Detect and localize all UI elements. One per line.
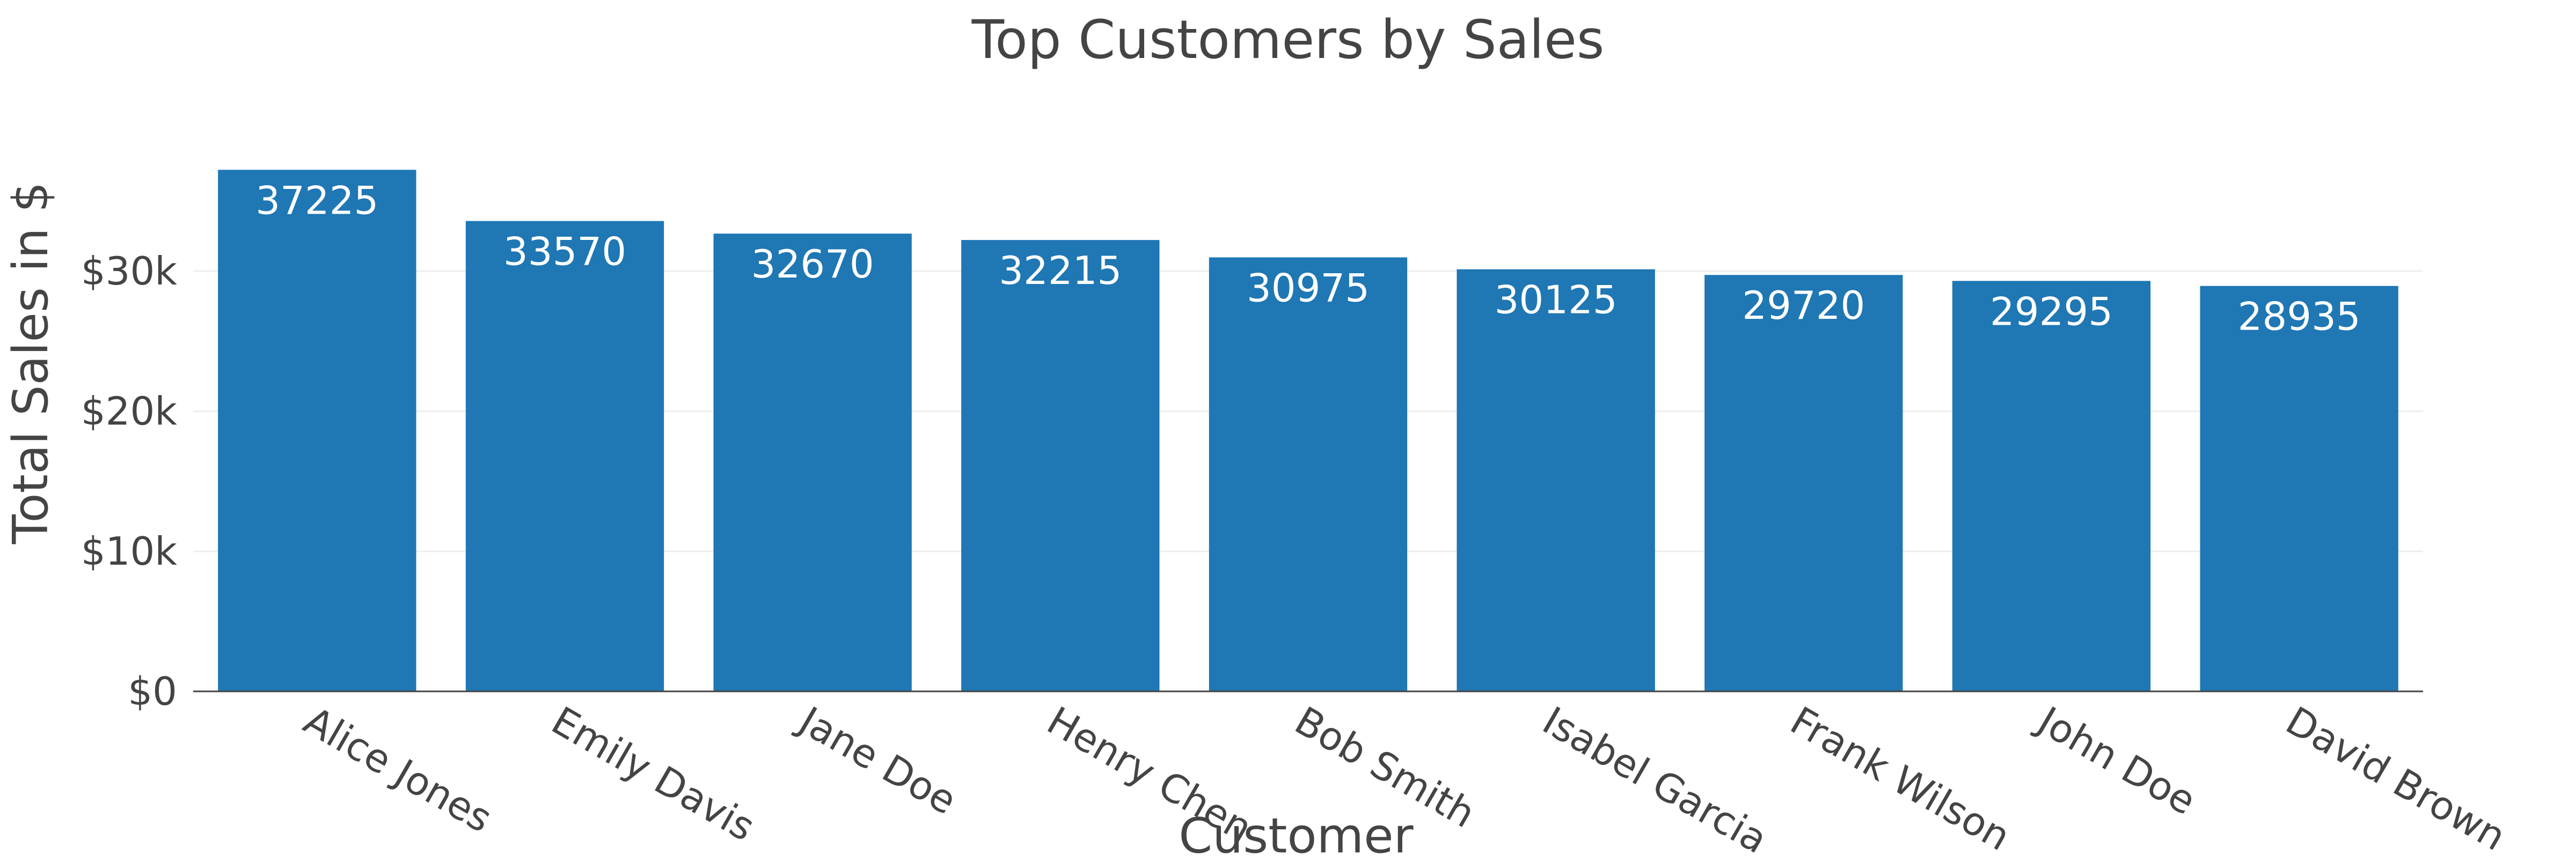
y-tick-label: $30k (81, 249, 177, 294)
y-tick-label: $10k (81, 529, 177, 574)
bar-value-label: 30125 (1495, 278, 1618, 323)
x-tick-label: Frank Wilson (1783, 698, 2018, 859)
bar-labels: 37225 33570 32670 32215 30975 30125 29720 29295… (255, 178, 2360, 339)
x-tick-label: Alice Jones (296, 698, 500, 841)
bar (1457, 269, 1655, 691)
x-tick-label: John Doe (2029, 697, 2204, 823)
bar-value-label: 32670 (751, 242, 874, 287)
bar (1952, 281, 2151, 691)
bar-value-label: 29295 (1990, 289, 2113, 334)
bar-value-label: 28935 (2238, 294, 2361, 339)
bar-value-label: 37225 (255, 178, 378, 223)
bar-value-label: 30975 (1247, 265, 1370, 310)
bar (713, 234, 912, 691)
x-axis-title: Customer (1179, 808, 1413, 859)
bar-value-label: 32215 (999, 248, 1122, 293)
y-axis-ticks: $0 $10k $20k $30k (81, 249, 177, 714)
chart-title: Top Customers by Sales (971, 9, 1605, 71)
y-tick-label: $0 (128, 669, 177, 714)
bar (1704, 275, 1903, 691)
x-tick-label: David Brown (2279, 698, 2514, 859)
bar (218, 170, 416, 692)
y-axis-title: Total Sales in $ (3, 182, 59, 545)
bar (961, 240, 1160, 691)
bar (465, 221, 664, 691)
bar (1209, 257, 1408, 691)
x-tick-label: Isabel Garcia (1535, 698, 1775, 859)
y-tick-label: $20k (81, 389, 177, 434)
bar-value-label: 33570 (503, 229, 626, 274)
x-tick-label: Emily Davis (544, 698, 762, 850)
bar (2200, 286, 2398, 691)
x-tick-label: Jane Doe (790, 697, 964, 823)
bar-value-label: 29720 (1742, 283, 1865, 328)
bars (218, 170, 2398, 692)
